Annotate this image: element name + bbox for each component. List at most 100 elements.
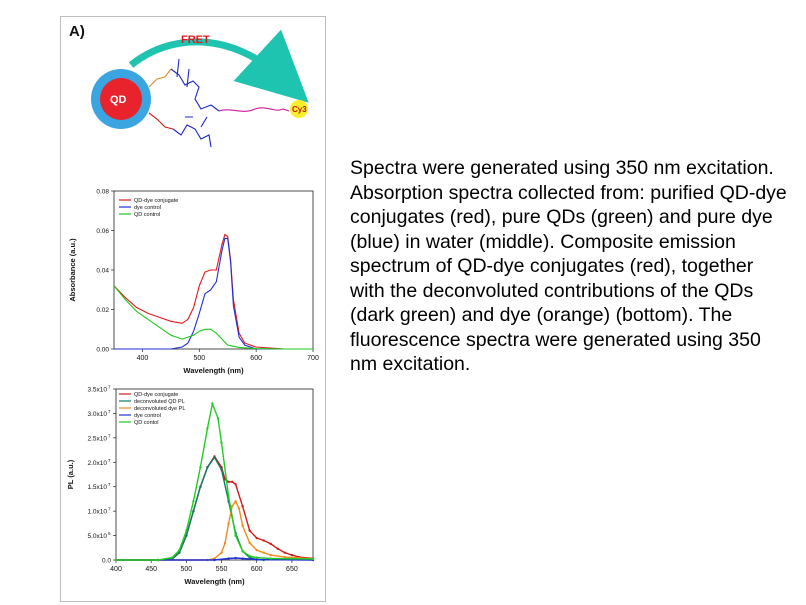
series-line bbox=[116, 456, 264, 561]
dye-glow bbox=[290, 100, 308, 118]
data-point bbox=[290, 553, 294, 557]
y-tick-label: 5.0x10 bbox=[87, 533, 107, 540]
data-point bbox=[192, 509, 195, 513]
x-tick-label: 450 bbox=[145, 566, 157, 573]
legend-label: dye control bbox=[134, 413, 161, 419]
y-tick-label: 0.06 bbox=[96, 228, 109, 235]
panel-label: A) bbox=[69, 23, 85, 40]
data-point bbox=[283, 551, 287, 554]
series-line bbox=[114, 237, 313, 350]
data-point bbox=[234, 483, 237, 486]
y-tick-label: 0.00 bbox=[96, 347, 109, 354]
absorption-chart: 400 500 600 700 0.00 0.02 0.04 0.06 0.08 Waveleng… bbox=[68, 189, 319, 376]
fret-label: FRET bbox=[181, 34, 210, 46]
x-tick-label: 550 bbox=[216, 566, 228, 573]
x-tick-label: 500 bbox=[193, 355, 205, 362]
data-point bbox=[255, 556, 258, 559]
y-axis-label: Absorbance (a.u.) bbox=[68, 238, 77, 302]
data-point bbox=[230, 505, 234, 508]
qd-core bbox=[100, 78, 142, 120]
y-tick-label: 2.5x10 bbox=[87, 435, 107, 442]
data-point bbox=[220, 551, 223, 554]
data-point bbox=[234, 534, 237, 537]
data-point bbox=[185, 534, 188, 537]
y-tick-label: 0.0 bbox=[102, 558, 111, 565]
data-point bbox=[241, 505, 244, 508]
legend-label: QD contol bbox=[134, 420, 158, 426]
data-point bbox=[241, 557, 244, 560]
y-tick-label: 0.02 bbox=[96, 307, 109, 314]
data-point bbox=[216, 417, 220, 420]
data-point bbox=[185, 529, 188, 532]
y-tick-label: 0.04 bbox=[96, 268, 109, 275]
data-point bbox=[269, 553, 272, 557]
data-point bbox=[223, 541, 227, 545]
data-point bbox=[227, 495, 230, 498]
legend-label: QD-dye conjugate bbox=[134, 198, 178, 204]
data-point bbox=[206, 465, 209, 469]
data-point bbox=[248, 541, 251, 545]
fret-schematic: FRET QD Cy3 bbox=[91, 29, 309, 148]
x-tick-label: 400 bbox=[137, 355, 149, 362]
series-line bbox=[113, 233, 313, 350]
legend-label: deconvoluted QD PL bbox=[134, 399, 185, 405]
y-tick-label: 3.5x10 bbox=[87, 387, 107, 394]
x-tick-label: 600 bbox=[251, 566, 263, 573]
data-point bbox=[227, 522, 230, 525]
data-point bbox=[157, 558, 160, 562]
y-tick-label: 2.0x10 bbox=[87, 460, 107, 467]
x-tick-label: 400 bbox=[110, 566, 122, 573]
data-point bbox=[178, 549, 181, 552]
data-point bbox=[241, 524, 244, 527]
data-point bbox=[241, 550, 244, 553]
x-tick-label: 600 bbox=[250, 355, 262, 362]
data-point bbox=[255, 536, 258, 540]
data-point bbox=[114, 558, 118, 562]
data-point bbox=[248, 529, 251, 532]
data-point bbox=[269, 542, 272, 546]
figure-panel: A) FRET QD Cy3 400 500 600 700 0.00 0.02 0.04 0… bbox=[60, 16, 326, 602]
y-tick-label: 1.0x10 bbox=[87, 509, 107, 516]
y-tick-exponent: 7 bbox=[108, 458, 111, 463]
x-tick-label: 700 bbox=[307, 355, 319, 362]
y-tick-exponent: 7 bbox=[108, 482, 111, 487]
legend-label: QD control bbox=[134, 212, 160, 218]
data-point bbox=[262, 539, 265, 542]
x-tick-label: 650 bbox=[286, 566, 298, 573]
data-point bbox=[211, 402, 214, 405]
data-point bbox=[276, 547, 280, 550]
data-point bbox=[311, 557, 315, 561]
dye-label: Cy3 bbox=[292, 105, 307, 114]
data-point bbox=[237, 507, 241, 510]
y-tick-exponent: 7 bbox=[108, 433, 111, 438]
qd-label: QD bbox=[110, 94, 127, 106]
series-line bbox=[113, 285, 313, 350]
y-tick-exponent: 6 bbox=[108, 531, 111, 536]
data-point bbox=[213, 456, 216, 459]
x-axis-label: Wavelength (nm) bbox=[183, 366, 244, 375]
legend-label: deconvoluted dye PL bbox=[134, 406, 185, 412]
data-point bbox=[220, 441, 223, 444]
data-point bbox=[234, 556, 237, 560]
data-point bbox=[248, 554, 251, 558]
x-tick-label: 500 bbox=[181, 566, 193, 573]
data-point bbox=[262, 551, 265, 554]
data-point bbox=[255, 549, 258, 552]
y-tick-exponent: 7 bbox=[108, 507, 111, 512]
y-axis-label: PL (a.u.) bbox=[66, 459, 75, 489]
data-point bbox=[283, 555, 287, 559]
data-point bbox=[255, 558, 258, 561]
fret-arrow bbox=[128, 29, 309, 103]
data-point bbox=[178, 551, 181, 554]
x-axis-label: Wavelength (nm) bbox=[184, 577, 245, 586]
y-tick-label: 0.08 bbox=[96, 189, 109, 196]
y-tick-exponent: 7 bbox=[108, 409, 111, 414]
series-line bbox=[116, 455, 314, 561]
legend-label: dye control bbox=[134, 205, 161, 211]
series-line bbox=[116, 401, 314, 561]
data-point bbox=[171, 556, 174, 559]
data-point bbox=[234, 500, 237, 503]
data-point bbox=[269, 557, 272, 560]
legend-label: QD-dye conjugate bbox=[134, 392, 178, 398]
data-point bbox=[227, 480, 230, 484]
